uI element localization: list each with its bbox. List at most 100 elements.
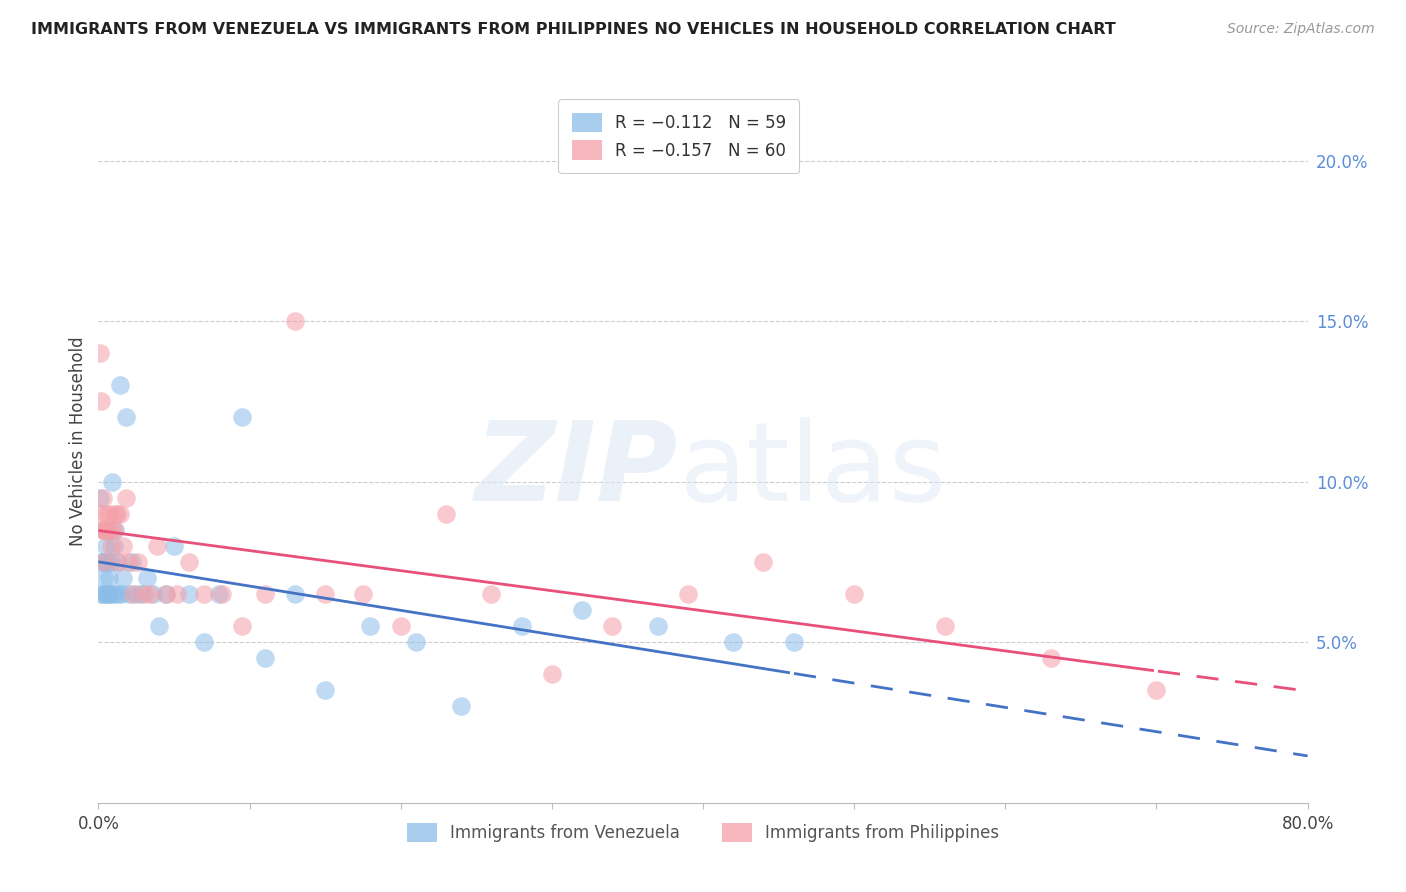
Point xyxy=(114,410,136,425)
Point xyxy=(122,587,145,601)
Point xyxy=(90,587,112,601)
Text: atlas: atlas xyxy=(679,417,948,524)
Point xyxy=(101,475,124,489)
Point xyxy=(114,491,136,505)
Point xyxy=(127,555,149,569)
Point xyxy=(193,635,215,649)
Point xyxy=(94,539,117,553)
Point xyxy=(179,555,201,569)
Point xyxy=(118,555,141,569)
Point xyxy=(1039,651,1062,665)
Point xyxy=(98,571,121,585)
Point xyxy=(146,539,169,553)
Point xyxy=(96,555,118,569)
Point xyxy=(94,507,117,521)
Point xyxy=(450,699,472,714)
Point xyxy=(752,555,775,569)
Point xyxy=(94,587,117,601)
Point xyxy=(314,683,336,698)
Point xyxy=(163,539,186,553)
Point xyxy=(107,555,129,569)
Point xyxy=(135,571,157,585)
Point xyxy=(231,410,253,425)
Point xyxy=(98,507,121,521)
Point xyxy=(121,555,143,569)
Point xyxy=(89,491,111,505)
Point xyxy=(103,539,125,553)
Point xyxy=(100,587,122,601)
Point xyxy=(110,587,132,601)
Point xyxy=(111,539,134,553)
Point xyxy=(434,507,457,521)
Point xyxy=(314,587,336,601)
Text: Source: ZipAtlas.com: Source: ZipAtlas.com xyxy=(1227,22,1375,37)
Point xyxy=(284,587,307,601)
Point xyxy=(90,394,112,409)
Point xyxy=(93,523,115,537)
Point xyxy=(352,587,374,601)
Point xyxy=(602,619,624,633)
Point xyxy=(676,587,699,601)
Point xyxy=(481,587,503,601)
Point xyxy=(142,587,165,601)
Point xyxy=(571,603,593,617)
Text: IMMIGRANTS FROM VENEZUELA VS IMMIGRANTS FROM PHILIPPINES NO VEHICLES IN HOUSEHOL: IMMIGRANTS FROM VENEZUELA VS IMMIGRANTS … xyxy=(31,22,1116,37)
Point xyxy=(125,587,148,601)
Point xyxy=(91,523,114,537)
Point xyxy=(100,555,122,569)
Point xyxy=(96,587,118,601)
Point xyxy=(844,587,866,601)
Y-axis label: No Vehicles in Household: No Vehicles in Household xyxy=(69,336,87,547)
Point xyxy=(98,587,121,601)
Point xyxy=(231,619,253,633)
Point xyxy=(208,587,231,601)
Point xyxy=(111,571,134,585)
Point xyxy=(90,555,112,569)
Point xyxy=(101,523,124,537)
Point xyxy=(166,587,188,601)
Point xyxy=(723,635,745,649)
Point xyxy=(108,378,131,392)
Point xyxy=(155,587,177,601)
Point xyxy=(105,507,128,521)
Point xyxy=(389,619,412,633)
Text: ZIP: ZIP xyxy=(475,417,679,524)
Point xyxy=(104,507,127,521)
Point xyxy=(139,587,162,601)
Point xyxy=(93,555,115,569)
Point xyxy=(93,571,115,585)
Point xyxy=(104,523,127,537)
Point xyxy=(155,587,177,601)
Point xyxy=(103,523,125,537)
Point xyxy=(103,587,125,601)
Point xyxy=(253,587,276,601)
Point xyxy=(91,491,114,505)
Point xyxy=(934,619,956,633)
Point xyxy=(118,587,141,601)
Point xyxy=(107,587,129,601)
Point xyxy=(783,635,806,649)
Point xyxy=(148,619,170,633)
Point xyxy=(90,507,112,521)
Point xyxy=(179,587,201,601)
Point xyxy=(360,619,382,633)
Point xyxy=(1144,683,1167,698)
Point xyxy=(129,587,152,601)
Point xyxy=(253,651,276,665)
Point xyxy=(108,507,131,521)
Legend: Immigrants from Venezuela, Immigrants from Philippines: Immigrants from Venezuela, Immigrants fr… xyxy=(401,816,1005,848)
Point xyxy=(100,539,122,553)
Point xyxy=(96,523,118,537)
Point xyxy=(284,314,307,328)
Point xyxy=(105,555,128,569)
Point xyxy=(93,523,115,537)
Point xyxy=(647,619,669,633)
Point xyxy=(211,587,233,601)
Point xyxy=(510,619,533,633)
Point xyxy=(193,587,215,601)
Point xyxy=(132,587,155,601)
Point xyxy=(89,346,111,360)
Point xyxy=(91,587,114,601)
Point xyxy=(91,555,114,569)
Point xyxy=(540,667,562,681)
